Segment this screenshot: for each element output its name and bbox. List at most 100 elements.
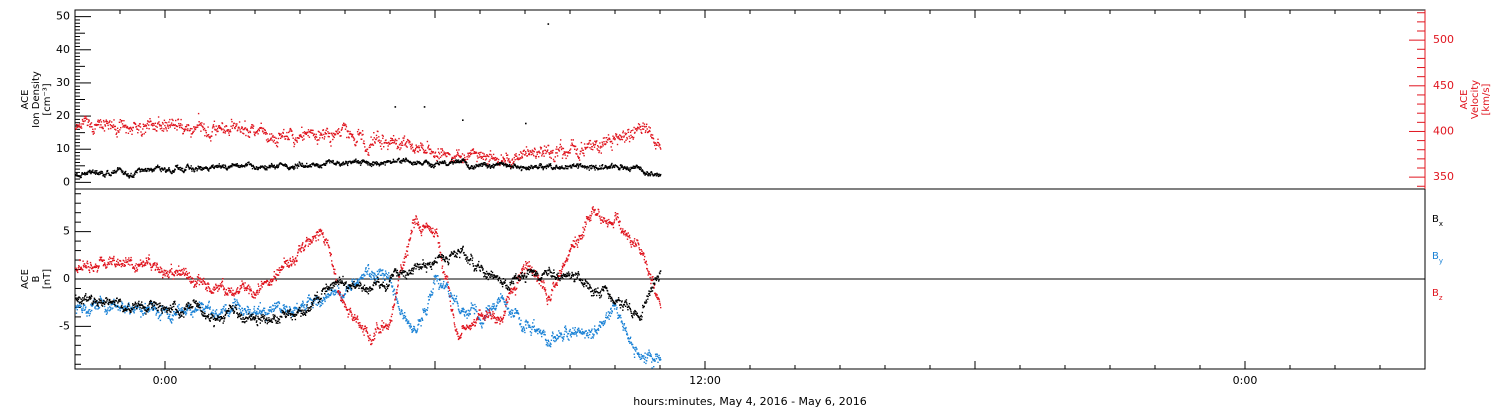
velocity-series-point [515,159,516,160]
by-series-point [475,309,476,310]
velocity-series-point [491,156,492,157]
velocity-series-point [282,135,283,136]
velocity-series-point [509,161,510,162]
velocity-series-point [561,148,562,149]
by-series-point [498,297,499,298]
density-series-point [98,174,99,175]
density-series-point [376,161,377,162]
by-series-point [626,331,627,332]
bz-series-point [236,289,237,290]
velocity-series-point [570,148,571,149]
by-series-point [617,312,618,313]
velocity-series-point [660,147,661,148]
velocity-axis-label: ACE [1459,90,1470,110]
velocity-series-point [545,153,546,154]
bz-series-point [122,265,123,266]
density-axis-label: Ion Density [31,71,42,128]
by-series-point [170,319,171,320]
density-series-point [629,171,630,172]
velocity-series-point [301,127,302,128]
by-series-point [322,300,323,301]
velocity-series-point [288,132,289,133]
velocity-series-point [204,128,205,129]
density-series-point [418,161,419,162]
density-series-point [622,166,623,167]
by-series-point [548,341,549,342]
velocity-series-point [603,141,604,142]
velocity-series-point [522,157,523,158]
velocity-series-point [527,149,528,150]
bz-series-point [183,268,184,269]
density-series-point [237,163,238,164]
velocity-series-point [162,130,163,131]
velocity-series-point [583,153,584,154]
by-series-point [256,311,257,312]
bz-series-point [131,259,132,260]
by-series-point [634,357,635,358]
velocity-tick-label: 450 [1433,79,1454,92]
density-series-point [377,162,378,163]
density-tick-label: 10 [56,142,70,155]
velocity-series-point [177,126,178,127]
by-series-point [199,301,200,302]
by-series-point [164,311,165,312]
bz-series-point [111,261,112,262]
velocity-series-point [198,125,199,126]
by-series-point [641,354,642,355]
velocity-series-point [455,157,456,158]
by-series-point [530,331,531,332]
velocity-series-point [339,132,340,133]
by-series-point [566,331,567,332]
bz-series-point [102,261,103,262]
velocity-series-point [180,119,181,120]
by-series-point [457,303,458,304]
velocity-series-point [368,152,369,153]
by-series-point [368,268,369,269]
bz-series-point [199,284,200,285]
velocity-series-point [148,128,149,129]
velocity-series-point [237,129,238,130]
velocity-series-point [373,145,374,146]
by-series-point [327,296,328,297]
density-series-point [599,165,600,166]
by-series-point [209,309,210,310]
bz-series-point [248,285,249,286]
density-series-point [95,170,96,171]
by-series-point [536,329,537,330]
bz-series-point [253,297,254,298]
velocity-series-point [398,147,399,148]
velocity-series-point [353,137,354,138]
velocity-series-point [611,146,612,147]
by-series-point [517,310,518,311]
velocity-series-point [555,152,556,153]
velocity-series-point [490,154,491,155]
bz-series-point [162,271,163,272]
by-series-point [434,283,435,284]
by-series-point [644,353,645,354]
velocity-series-point [456,156,457,157]
velocity-series-point [321,135,322,136]
velocity-series-point [507,160,508,161]
velocity-series-point [521,153,522,154]
bz-series-point [217,287,218,288]
by-series-point [84,305,85,306]
by-series-point [422,320,423,321]
velocity-series-point [477,155,478,156]
by-series-point [373,276,374,277]
velocity-series-point [254,134,255,135]
velocity-series-point [203,123,204,124]
velocity-series-point [112,125,113,126]
by-series-point [655,354,656,355]
by-series-point [228,316,229,317]
by-series-point [185,314,186,315]
density-series-point [191,165,192,166]
density-series-point [303,165,304,166]
density-series-point [87,174,88,175]
by-series-point [233,308,234,309]
density-series-point [536,165,537,166]
by-series-point [622,323,623,324]
by-series-point [134,309,135,310]
by-series-point [112,308,113,309]
velocity-series-point [280,133,281,134]
density-series-point [480,165,481,166]
